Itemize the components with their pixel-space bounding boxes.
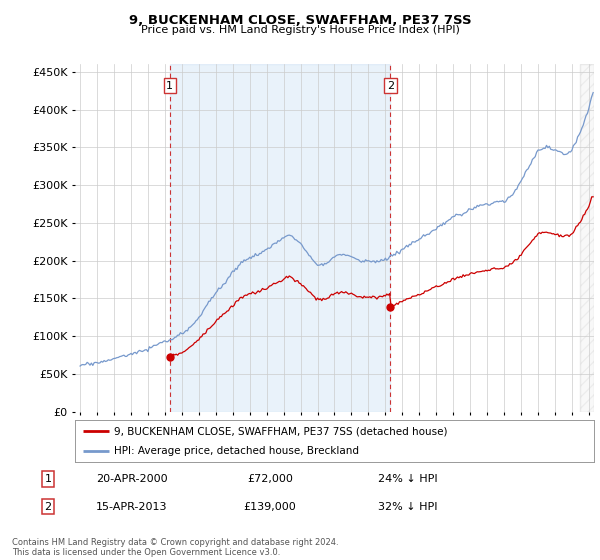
- Text: 9, BUCKENHAM CLOSE, SWAFFHAM, PE37 7SS (detached house): 9, BUCKENHAM CLOSE, SWAFFHAM, PE37 7SS (…: [114, 426, 448, 436]
- Text: 1: 1: [166, 81, 173, 91]
- Text: 20-APR-2000: 20-APR-2000: [96, 474, 168, 484]
- Text: HPI: Average price, detached house, Breckland: HPI: Average price, detached house, Brec…: [114, 446, 359, 456]
- Text: 9, BUCKENHAM CLOSE, SWAFFHAM, PE37 7SS: 9, BUCKENHAM CLOSE, SWAFFHAM, PE37 7SS: [128, 14, 472, 27]
- Bar: [580, 64, 594, 412]
- Text: Price paid vs. HM Land Registry's House Price Index (HPI): Price paid vs. HM Land Registry's House …: [140, 25, 460, 35]
- Text: Contains HM Land Registry data © Crown copyright and database right 2024.
This d: Contains HM Land Registry data © Crown c…: [12, 538, 338, 557]
- Bar: [170, 64, 391, 412]
- Text: 1: 1: [44, 474, 52, 484]
- Text: £72,000: £72,000: [247, 474, 293, 484]
- Text: 32% ↓ HPI: 32% ↓ HPI: [378, 502, 438, 512]
- Text: £139,000: £139,000: [244, 502, 296, 512]
- Text: 15-APR-2013: 15-APR-2013: [96, 502, 168, 512]
- Text: 2: 2: [387, 81, 394, 91]
- Bar: [580, 64, 594, 412]
- Text: 24% ↓ HPI: 24% ↓ HPI: [378, 474, 438, 484]
- Text: 2: 2: [44, 502, 52, 512]
